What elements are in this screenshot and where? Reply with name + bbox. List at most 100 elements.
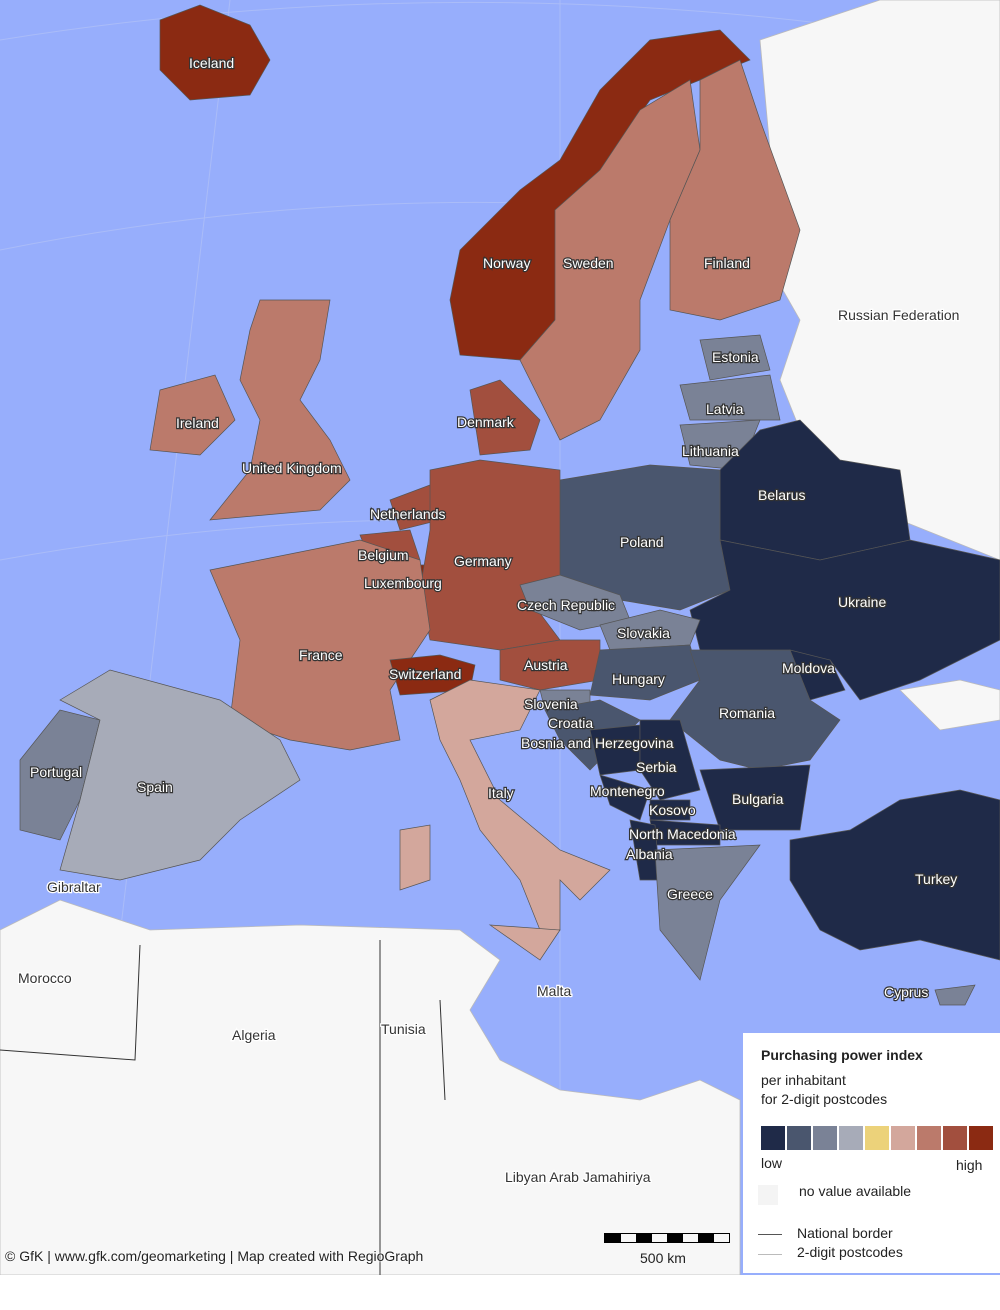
- label-ukraine: Ukraine: [838, 594, 886, 610]
- label-gibraltar: Gibraltar: [47, 879, 101, 895]
- country-bulgaria: [699, 764, 811, 831]
- scale-bar: [604, 1233, 730, 1243]
- label-belgium: Belgium: [358, 547, 409, 563]
- country-montenegro: [599, 774, 651, 821]
- country-kosovo: [649, 799, 691, 821]
- label-albania: Albania: [626, 846, 673, 862]
- legend-title: Purchasing power index: [761, 1047, 923, 1063]
- label-luxembourg: Luxembourg: [364, 575, 442, 591]
- country-hungary: [589, 644, 701, 701]
- label-united-kingdom: United Kingdom: [242, 460, 342, 476]
- label-netherlands: Netherlands: [370, 506, 446, 522]
- label-slovakia: Slovakia: [617, 625, 670, 641]
- country-estonia: [699, 334, 771, 381]
- label-cyprus: Cyprus: [884, 984, 928, 1000]
- country-sweden: [519, 79, 701, 441]
- legend: Purchasing power index per inhabitant fo…: [743, 1033, 1000, 1273]
- legend-swatch-3: [813, 1126, 837, 1150]
- legend-swatch-8: [943, 1126, 967, 1150]
- country-france: [209, 539, 431, 751]
- scale-bar-label: 500 km: [640, 1250, 686, 1266]
- label-portugal: Portugal: [30, 764, 82, 780]
- country-iceland: [159, 4, 271, 101]
- legend-low: low: [761, 1155, 783, 1171]
- label-romania: Romania: [719, 705, 775, 721]
- postcode-label: 2-digit postcodes: [797, 1244, 903, 1260]
- label-iceland: Iceland: [189, 55, 234, 71]
- national-border-line: [758, 1234, 782, 1235]
- label-kosovo: Kosovo: [649, 802, 696, 818]
- country-greece: [654, 844, 761, 981]
- label-switzerland: Switzerland: [389, 666, 461, 682]
- country-latvia: [679, 374, 781, 421]
- postcode-line: [758, 1254, 782, 1255]
- country-labels: Iceland Norway Sweden Finland Russian Federa…: [17, 54, 961, 1186]
- label-north-macedonia: North Macedonia: [629, 826, 736, 842]
- credit: © GfK | www.gfk.com/geomarketing | Map c…: [5, 1248, 424, 1264]
- legend-swatch-4: [839, 1126, 863, 1150]
- no-value-label: no value available: [799, 1183, 912, 1199]
- label-croatia: Croatia: [548, 715, 593, 731]
- label-serbia: Serbia: [636, 759, 677, 775]
- label-libyan-arab-jamahiriya: Libyan Arab Jamahiriya: [505, 1169, 651, 1185]
- country-turkey: [789, 789, 1000, 961]
- label-italy: Italy: [488, 785, 514, 801]
- label-norway: Norway: [483, 255, 530, 271]
- country-switzerland: [389, 654, 476, 696]
- label-montenegro: Montenegro: [590, 783, 665, 799]
- legend-subtitle: per inhabitant for 2-digit postcodes: [761, 1071, 887, 1109]
- label-greece: Greece: [667, 886, 713, 902]
- label-lithuania: Lithuania: [682, 443, 739, 459]
- label-spain: Spain: [137, 779, 173, 795]
- country-italy-sicily: [488, 924, 561, 961]
- label-hungary: Hungary: [612, 671, 665, 687]
- country-denmark: [469, 379, 541, 456]
- country-serbia: [639, 719, 701, 801]
- label-czech-republic: Czech Republic: [517, 597, 615, 613]
- europe-map[interactable]: Iceland Norway Sweden Finland Russian Federa…: [0, 0, 1000, 1275]
- label-estonia: Estonia: [712, 349, 759, 365]
- country-united-kingdom: [209, 299, 351, 521]
- legend-swatch-5: [865, 1126, 889, 1150]
- country-italy-sardinia: [399, 824, 431, 891]
- legend-swatch-6: [891, 1126, 915, 1150]
- label-algeria: Algeria: [232, 1027, 276, 1043]
- label-poland: Poland: [620, 534, 664, 550]
- label-morocco: Morocco: [18, 970, 72, 986]
- label-russian-federation: Russian Federation: [838, 307, 959, 323]
- country-finland: [669, 59, 801, 321]
- country-spain: [59, 669, 301, 881]
- label-ireland: Ireland: [176, 415, 219, 431]
- legend-swatch-2: [787, 1126, 811, 1150]
- label-finland: Finland: [704, 255, 750, 271]
- legend-high: high: [956, 1157, 983, 1173]
- label-germany: Germany: [454, 553, 512, 569]
- label-austria: Austria: [524, 657, 568, 673]
- legend-color-scale: [761, 1126, 993, 1150]
- no-data-land: [0, 0, 1000, 1275]
- country-ireland: [149, 374, 236, 456]
- country-romania: [669, 649, 841, 771]
- country-slovakia: [599, 609, 701, 651]
- label-bulgaria: Bulgaria: [732, 791, 784, 807]
- legend-subtitle-2: for 2-digit postcodes: [761, 1091, 888, 1107]
- label-malta: Malta: [537, 983, 571, 999]
- country-cyprus: [934, 984, 976, 1006]
- national-borders: [0, 940, 446, 1275]
- national-border-label: National border: [797, 1225, 893, 1241]
- label-denmark: Denmark: [457, 414, 515, 430]
- label-belarus: Belarus: [758, 487, 805, 503]
- legend-subtitle-1: per inhabitant: [761, 1072, 846, 1088]
- label-slovenia: Slovenia: [524, 696, 578, 712]
- legend-swatch-7: [917, 1126, 941, 1150]
- label-turkey: Turkey: [915, 871, 957, 887]
- label-latvia: Latvia: [706, 401, 744, 417]
- label-france: France: [299, 647, 343, 663]
- legend-swatch-9: [969, 1126, 993, 1150]
- label-sweden: Sweden: [563, 255, 614, 271]
- country-italy: [429, 679, 611, 931]
- label-bosnia-and-herzegovina: Bosnia and Herzegovina: [521, 735, 674, 751]
- no-value-swatch: [758, 1185, 778, 1205]
- legend-swatch-1: [761, 1126, 785, 1150]
- label-tunisia: Tunisia: [381, 1021, 426, 1037]
